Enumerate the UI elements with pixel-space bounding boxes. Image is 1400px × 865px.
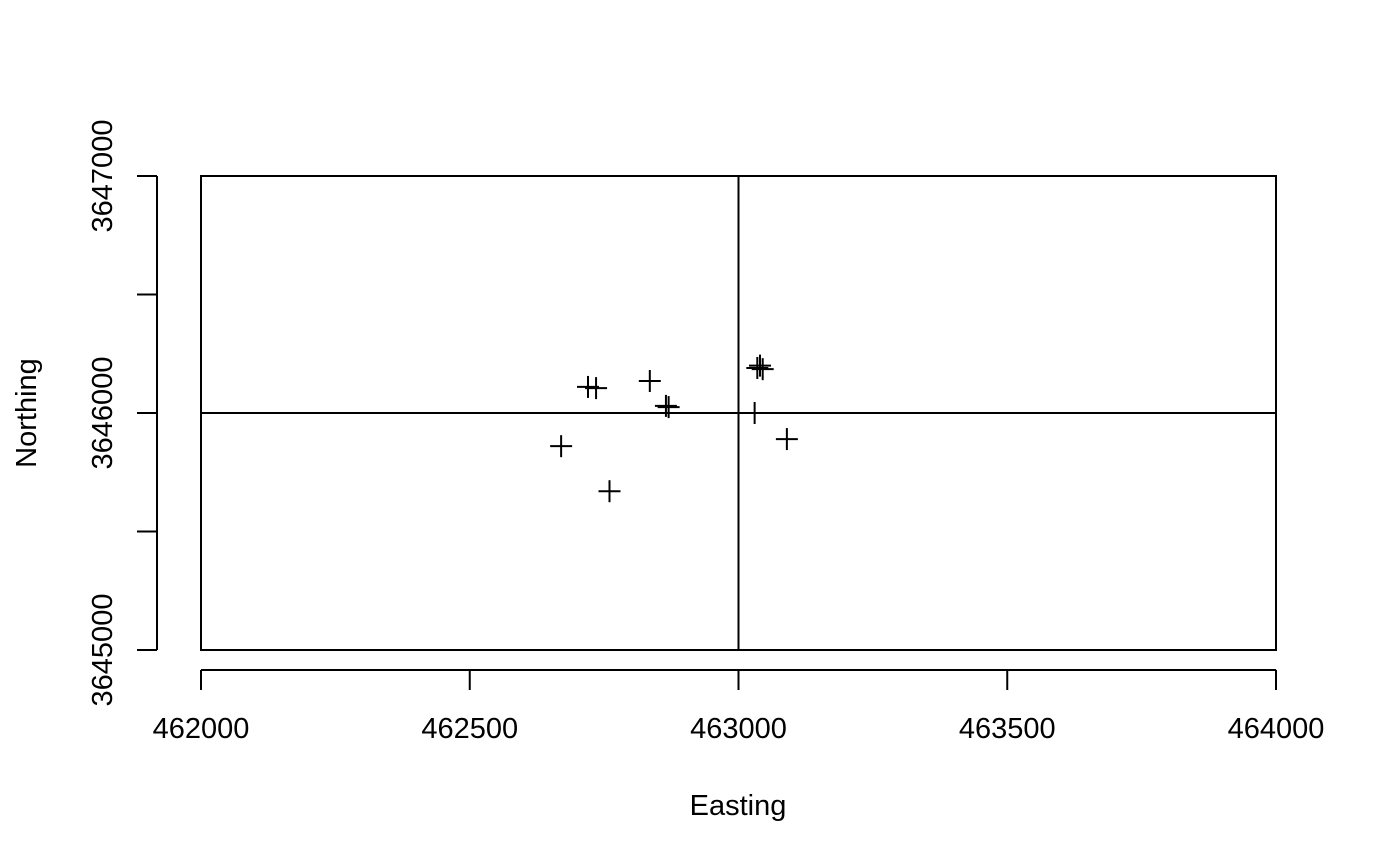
x-tick-label: 464000 — [1228, 713, 1325, 745]
data-point — [657, 396, 680, 419]
y-tick-label: 3647000 — [87, 120, 119, 233]
y-tick-label: 3645000 — [87, 594, 119, 707]
y-tick-label: 3646000 — [87, 357, 119, 470]
x-tick-label: 463500 — [959, 713, 1056, 745]
data-point — [585, 377, 608, 400]
data-point — [654, 394, 677, 417]
data-point — [743, 402, 766, 424]
y-axis: 3645000 3646000 3647000 — [87, 120, 158, 707]
data-point — [550, 435, 573, 458]
data-point — [598, 480, 621, 503]
x-tick-label: 462500 — [421, 713, 518, 745]
x-tick-label: 463000 — [690, 713, 787, 745]
x-axis: 462000 462500 463000 463500 464000 — [153, 669, 1325, 745]
data-point — [751, 358, 774, 381]
data-point — [746, 356, 769, 379]
x-tick-label: 462000 — [153, 713, 250, 745]
data-point — [775, 428, 798, 451]
y-axis-label: Northing — [11, 358, 43, 468]
data-point — [638, 370, 661, 393]
data-points — [550, 354, 798, 503]
data-point — [749, 354, 771, 377]
x-axis-label: Easting — [690, 790, 787, 822]
reference-lines — [201, 176, 1276, 650]
